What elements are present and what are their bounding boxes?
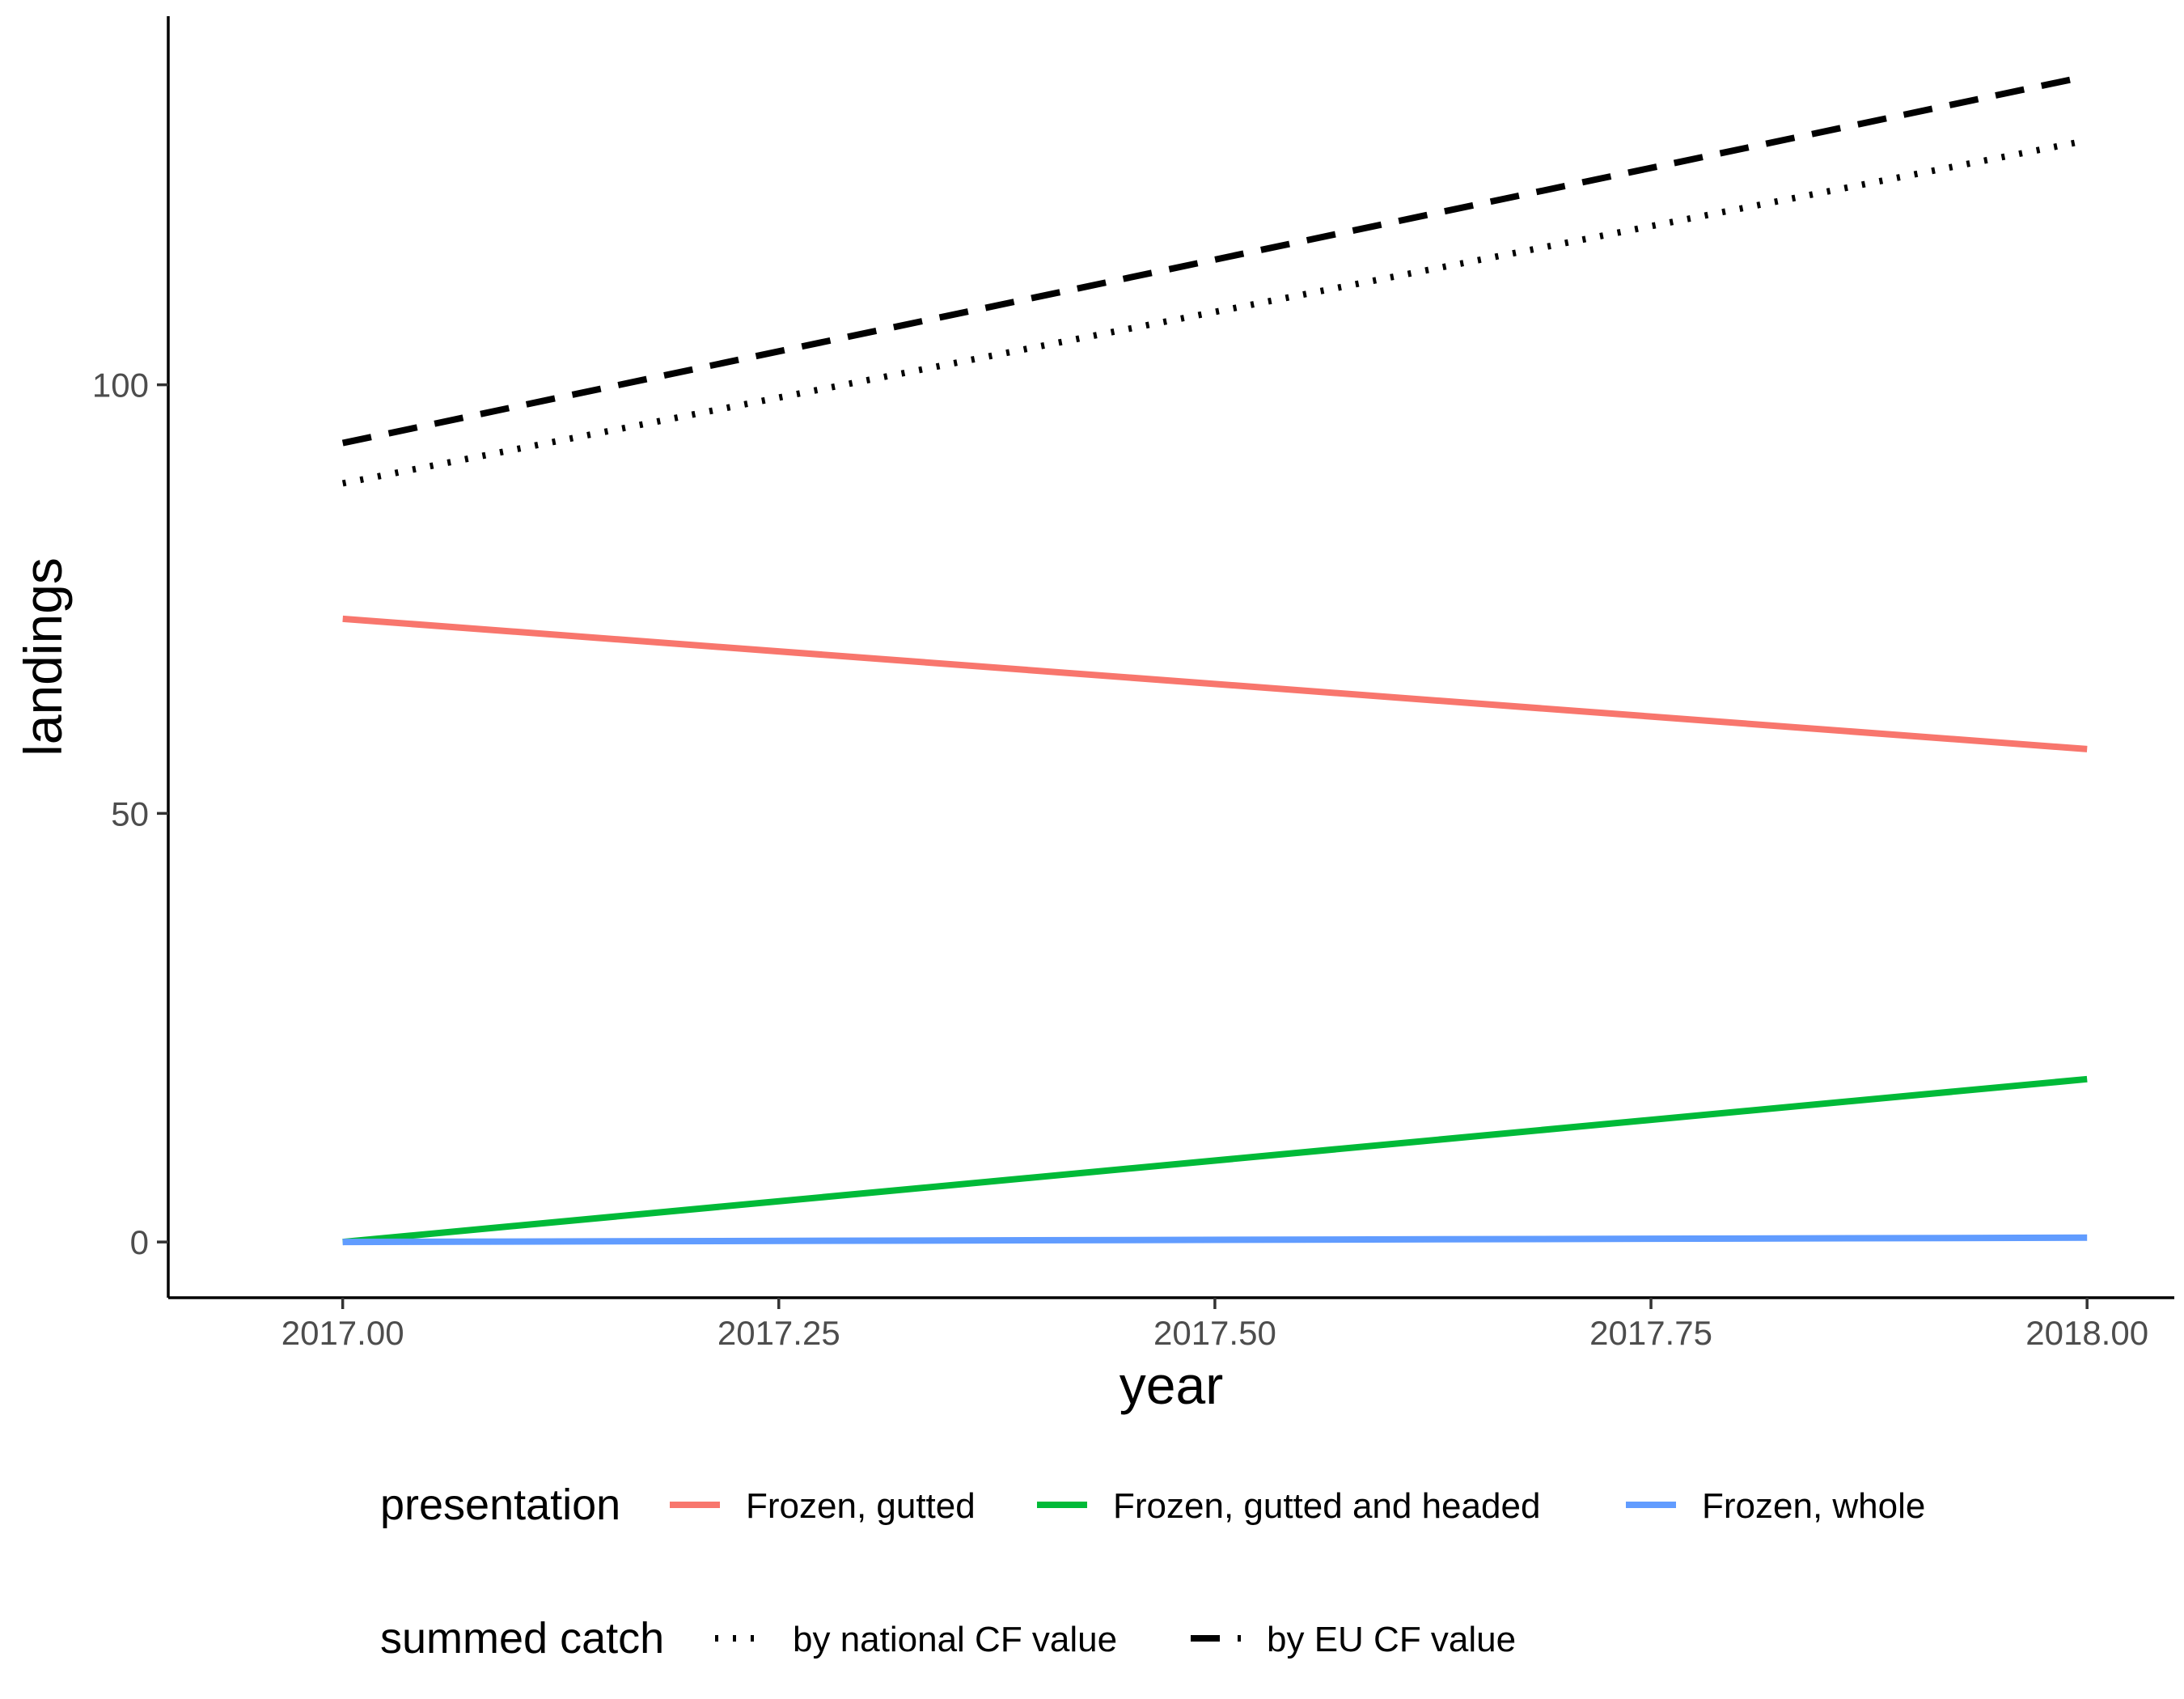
x-tick-label: 2018.00 (2025, 1314, 2148, 1352)
series-layer (341, 73, 2089, 1246)
x-tick-label: 2017.25 (717, 1314, 840, 1352)
y-axis-title: landings (13, 557, 73, 756)
series-line-1 (342, 1075, 2088, 1246)
x-tick-label: 2017.50 (1153, 1314, 1276, 1352)
legend-title-presentation: presentation (380, 1481, 620, 1529)
x-tick-label: 2017.00 (281, 1314, 404, 1352)
legend-label: Frozen, gutted (746, 1486, 976, 1526)
legend-label: Frozen, gutted and headed (1113, 1486, 1540, 1526)
x-tick-label: 2017.75 (1589, 1314, 1712, 1352)
y-tick-label: 100 (92, 366, 149, 405)
series-line-2 (342, 1234, 2088, 1246)
legend-title-summed-catch: summed catch (380, 1614, 664, 1663)
legend-layer: presentation Frozen, gutted Frozen, gutted… (380, 1481, 1925, 1663)
legend-label: Frozen, whole (1702, 1486, 1925, 1526)
legend-label: by national CF value (793, 1620, 1117, 1659)
legend-label: by EU CF value (1267, 1620, 1516, 1659)
y-tick-label: 50 (111, 794, 149, 833)
axes-layer: 2017.00 2017.25 2017.50 2017.75 2018.00 0 50 10… (13, 16, 2174, 1415)
series-line-0 (342, 615, 2088, 752)
series-line-4 (341, 73, 2089, 447)
y-tick-label: 0 (130, 1223, 149, 1261)
x-axis-title: year (1120, 1355, 1223, 1415)
